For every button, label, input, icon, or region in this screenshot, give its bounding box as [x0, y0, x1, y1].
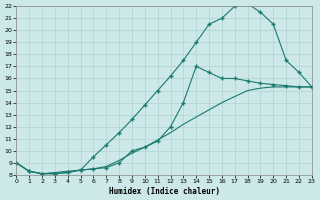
X-axis label: Humidex (Indice chaleur): Humidex (Indice chaleur): [108, 187, 220, 196]
